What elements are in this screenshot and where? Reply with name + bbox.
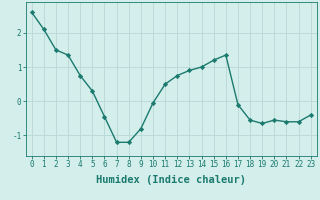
X-axis label: Humidex (Indice chaleur): Humidex (Indice chaleur) (96, 175, 246, 185)
